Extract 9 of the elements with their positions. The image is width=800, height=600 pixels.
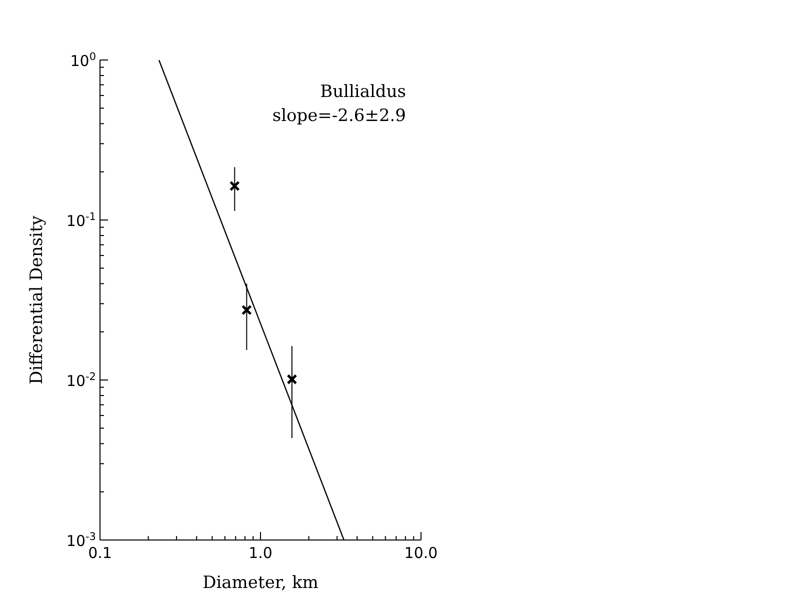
annotation: Bullialdus — [319, 81, 406, 104]
x-axis-title: Diameter, km — [202, 573, 318, 593]
y-tick-label: 10$^{-1}$ — [66, 211, 96, 230]
annotation: slope=-2.6±2.9 — [272, 105, 406, 128]
y-tick-label: 10$^{0}$ — [70, 51, 96, 70]
y-axis-title: Differential Density — [27, 215, 48, 384]
x-tick-label: 10.0 — [404, 544, 438, 562]
x-tick-label: 1.0 — [248, 544, 272, 562]
y-tick-label: 10$^{-2}$ — [66, 371, 96, 390]
